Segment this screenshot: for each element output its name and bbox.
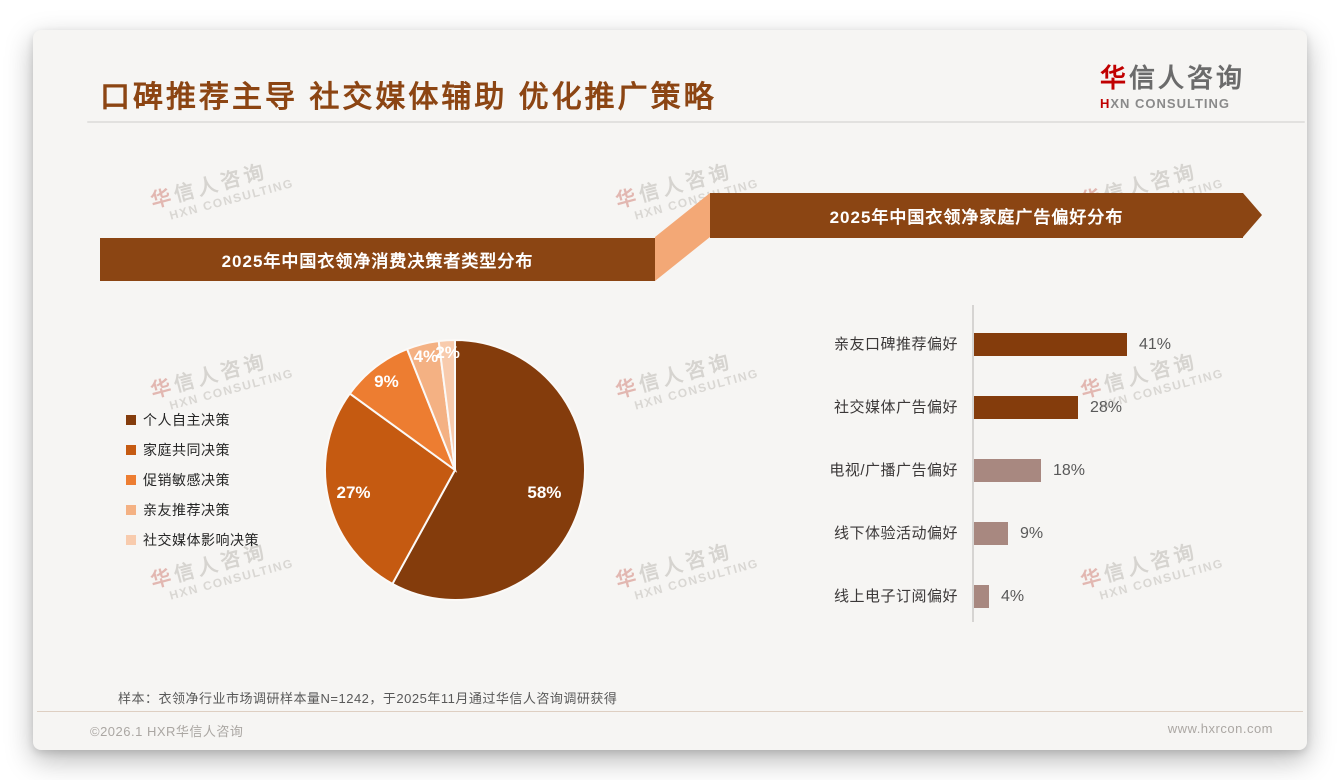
right-chart-title-banner: 2025年中国衣领净家庭广告偏好分布 <box>710 193 1262 238</box>
company-logo: 华信人咨询 HXN CONSULTING <box>1100 58 1245 111</box>
bar-rect <box>974 459 1041 482</box>
sample-footnote: 样本：衣领净行业市场调研样本量N=1242，于2025年11月通过华信人咨询调研… <box>118 691 618 706</box>
slide-content: 口碑推荐主导 社交媒体辅助 优化推广策略 华信人咨询 HXN CONSULTIN… <box>33 30 1307 750</box>
footer-divider <box>37 711 1303 712</box>
pie-slice-value-label: 9% <box>374 371 399 391</box>
pie-slice <box>437 338 456 471</box>
legend-item: 家庭共同决策 <box>126 440 259 460</box>
pie-chart-svg <box>324 338 586 601</box>
footer-copyright: ©2026.1 HXR华信人咨询 <box>90 724 244 739</box>
bar-chart-axis-line <box>972 305 974 622</box>
pie-slice-value-label: 2% <box>435 343 460 363</box>
pie-slice-value-label: 58% <box>527 482 562 502</box>
bar-category-label: 电视/广播广告偏好 <box>829 462 958 479</box>
legend-item: 促销敏感决策 <box>126 470 259 490</box>
right-chart-title: 2025年中国衣领净家庭广告偏好分布 <box>829 208 1124 227</box>
legend-item: 社交媒体影响决策 <box>126 530 259 550</box>
ribbon-fold-connector <box>655 193 710 281</box>
legend-swatch <box>126 505 136 515</box>
legend-label: 个人自主决策 <box>143 412 230 428</box>
title-divider <box>87 121 1305 123</box>
bar-category-label: 线上电子订阅偏好 <box>833 588 958 605</box>
bar-category-label: 线下体验活动偏好 <box>833 525 958 542</box>
legend-label: 亲友推荐决策 <box>143 502 230 518</box>
legend-item: 亲友推荐决策 <box>126 500 259 520</box>
legend-swatch <box>126 535 136 545</box>
bar-category-label: 亲友口碑推荐偏好 <box>833 336 958 353</box>
pie-legend: 个人自主决策 家庭共同决策 促销敏感决策 亲友推荐决策社交媒体影响决策 <box>126 410 259 550</box>
banner-arrow-tip <box>1243 193 1262 237</box>
legend-item: 个人自主决策 <box>126 410 259 430</box>
bar-rect <box>974 522 1008 545</box>
bar-value-label: 4% <box>1001 588 1025 605</box>
pie-slice-value-label: 27% <box>336 482 371 502</box>
legend-swatch <box>126 445 136 455</box>
bar-rect <box>974 333 1127 356</box>
legend-swatch <box>126 415 136 425</box>
legend-label: 社交媒体影响决策 <box>143 532 259 548</box>
pie-slice <box>324 392 457 586</box>
bar-category-label: 社交媒体广告偏好 <box>833 399 958 416</box>
footer-website: www.hxrcon.com <box>1167 721 1273 736</box>
legend-label: 家庭共同决策 <box>143 442 230 458</box>
page-title: 口碑推荐主导 社交媒体辅助 优化推广策略 <box>100 81 717 114</box>
pie-slice-value-label: 4% <box>413 346 439 366</box>
pie-slice <box>391 338 586 601</box>
logo-chinese-text: 华信人咨询 <box>1099 63 1245 93</box>
bar-rect <box>974 585 989 608</box>
bar-value-label: 28% <box>1090 399 1123 416</box>
bar-chart: 亲友口碑推荐偏好 41% 社交媒体广告偏好 28% 电视/广播广告偏好 18% 线下体验活动… <box>733 300 1307 650</box>
legend-swatch <box>126 475 136 485</box>
bar-value-label: 9% <box>1020 525 1044 542</box>
bar-value-label: 41% <box>1139 336 1172 353</box>
left-chart-title-banner: 2025年中国衣领净消费决策者类型分布 <box>100 238 655 281</box>
pie-chart: 58% 27% 9% 4% 2% <box>315 330 595 610</box>
logo-english-text: HXN CONSULTING <box>1099 96 1231 111</box>
bar-rect <box>974 396 1078 419</box>
legend-label: 促销敏感决策 <box>143 472 230 488</box>
bar-value-label: 18% <box>1053 462 1086 479</box>
left-chart-title: 2025年中国衣领净消费决策者类型分布 <box>221 252 534 271</box>
